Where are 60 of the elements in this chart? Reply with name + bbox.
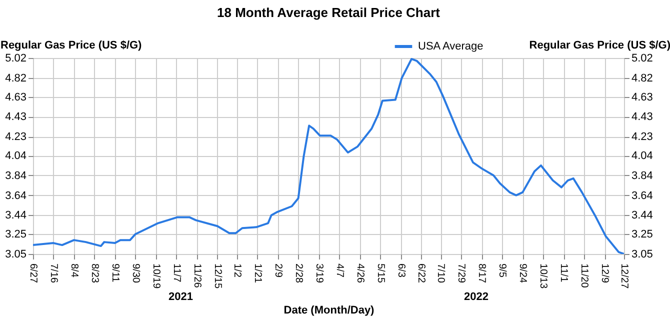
y2-axis-title: Regular Gas Price (US $/G) <box>529 40 670 52</box>
y2-tick-label: 3.44 <box>632 210 653 222</box>
y-tick-label: 3.84 <box>5 170 26 182</box>
y-tick-label: 4.04 <box>5 150 26 162</box>
y-tick-label: 4.63 <box>5 91 26 104</box>
y2-tick-label: 5.02 <box>632 52 653 64</box>
x-tick-label: 4/7 <box>334 264 345 278</box>
x-tick-label: 9/30 <box>130 264 141 284</box>
x-tick-label: 8/17 <box>476 264 488 284</box>
x-tick-label: 11/7 <box>170 264 182 283</box>
y2-tick-label: 4.43 <box>632 111 653 124</box>
line-series <box>33 58 624 254</box>
x-tick-label: 2/9 <box>272 264 284 278</box>
y2-tick-label: 4.23 <box>632 131 653 144</box>
x-tick-label: 10/13 <box>538 264 549 289</box>
x-tick-label: 12/15 <box>212 264 223 289</box>
x-tick-label: 2/28 <box>292 264 304 284</box>
x-tick-label: 12/27 <box>618 264 630 289</box>
x-tick-label: 1/2 <box>231 264 242 278</box>
y2-tick-label: 4.82 <box>632 72 653 84</box>
x-tick-label: 9/11 <box>109 264 120 283</box>
y2-tick-label: 4.63 <box>632 91 653 104</box>
y-tick-label: 5.02 <box>5 52 26 64</box>
y-tick-label: 4.43 <box>5 111 26 124</box>
x-tick-label: 6/27 <box>28 264 38 284</box>
text: 2022 <box>464 291 488 303</box>
y-tick-label: 3.25 <box>5 228 26 241</box>
chart-title: 18 Month Average Retail Price Chart <box>217 5 441 20</box>
y-tick-label: 4.82 <box>5 72 26 84</box>
y-axis-title: Regular Gas Price (US $/G) <box>0 40 142 52</box>
x-tick-label: 10/19 <box>150 264 162 289</box>
y2-tick-label: 3.64 <box>632 190 653 202</box>
x-tick-label: 1/21 <box>252 264 263 284</box>
y-tick-label: 3.44 <box>5 210 26 222</box>
y-tick-label: 3.05 <box>5 248 26 260</box>
x-tick-label: 11/1 <box>558 264 570 283</box>
y-tick-label: 3.64 <box>5 190 26 202</box>
x-tick-label: 3/19 <box>313 264 324 284</box>
x-tick-label: 12/9 <box>599 264 610 284</box>
y-tick-label: 4.23 <box>5 131 26 144</box>
x-tick-label: 7/10 <box>435 264 446 284</box>
x-tick-label: 6/22 <box>416 264 427 284</box>
x-tick-label: 7/16 <box>48 264 59 284</box>
y2-tick-label: 4.04 <box>632 150 653 162</box>
text: 2021 <box>168 291 193 303</box>
x-tick-label: 9/5 <box>496 264 508 278</box>
x-tick-label: 7/29 <box>456 264 467 284</box>
x-tick-label: 6/3 <box>395 264 406 278</box>
y2-tick-label: 3.84 <box>632 170 653 182</box>
x-tick-label: 8/23 <box>88 264 100 284</box>
x-tick-label: 11/26 <box>191 264 202 288</box>
x-tick-label: 4/26 <box>354 264 366 284</box>
x-axis-title: Date (Month/Day) <box>284 304 375 317</box>
x-tick-label: 5/15 <box>374 264 386 284</box>
x-tick-label: 8/4 <box>68 264 80 278</box>
x-tick-label: 9/24 <box>517 264 528 284</box>
y2-tick-label: 3.25 <box>632 228 653 241</box>
y2-tick-label: 3.05 <box>632 248 653 260</box>
legend-label: USA Average <box>418 40 484 52</box>
x-tick-label: 11/20 <box>578 264 590 288</box>
